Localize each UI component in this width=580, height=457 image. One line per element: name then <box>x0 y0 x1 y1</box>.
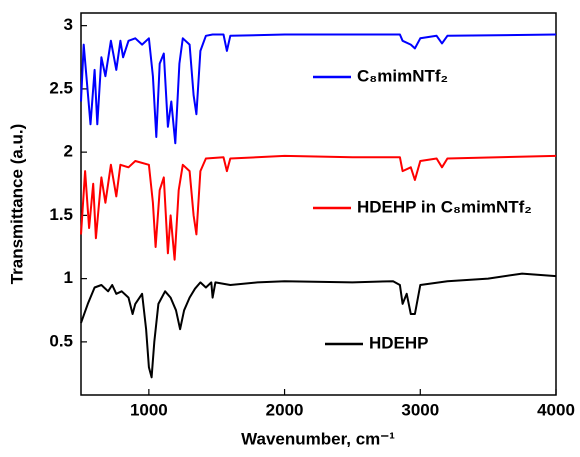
y-axis-label: Transmittance (a.u.) <box>7 124 26 285</box>
plot-frame <box>80 12 557 396</box>
x-tick-label: 4000 <box>537 400 575 419</box>
legend-label: C₈mimNTf₂ <box>357 66 448 85</box>
spectrum-line <box>80 33 557 145</box>
y-tick-label: 2 <box>64 142 73 161</box>
x-tick-label: 1000 <box>130 400 168 419</box>
x-tick-label: 3000 <box>401 400 439 419</box>
y-tick-label: 3 <box>64 15 73 34</box>
y-tick-label: 2.5 <box>49 78 73 97</box>
y-tick-label: 1 <box>64 268 73 287</box>
legend-label: HDEHP <box>369 333 429 352</box>
y-tick-label: 1.5 <box>49 205 73 224</box>
spectrum-line <box>80 272 557 379</box>
spectrum-line <box>80 154 557 261</box>
x-axis-label: Wavenumber, cm⁻¹ <box>241 429 395 448</box>
legend-label: HDEHP in C₈mimNTf₂ <box>357 197 532 216</box>
y-tick-label: 0.5 <box>49 331 73 350</box>
x-tick-label: 2000 <box>266 400 304 419</box>
